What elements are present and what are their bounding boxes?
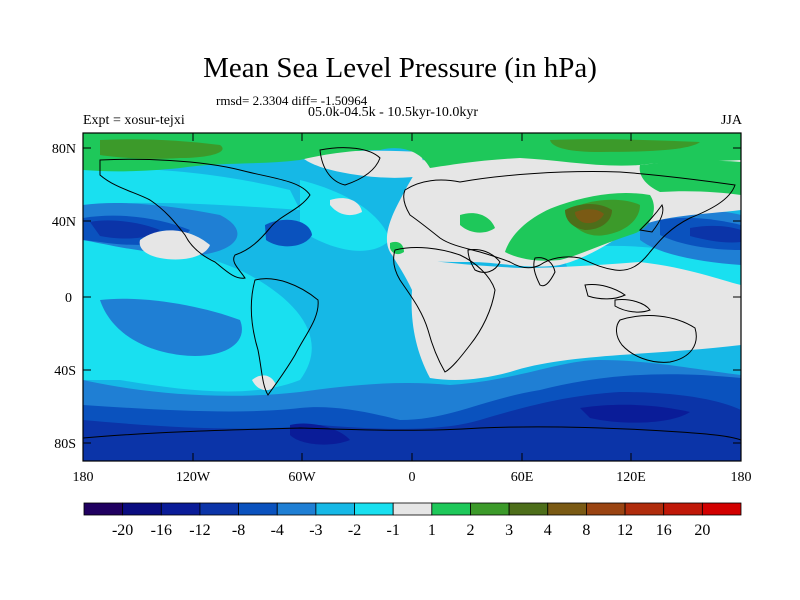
colorbar-swatch bbox=[354, 502, 394, 516]
colorbar-swatch bbox=[701, 502, 742, 516]
colorbar-label: 2 bbox=[466, 522, 474, 539]
colorbar-swatch bbox=[83, 502, 124, 516]
colorbar-swatch bbox=[238, 502, 278, 516]
axis-ticks bbox=[83, 133, 741, 461]
lat-label: 0 bbox=[65, 291, 72, 306]
colorbar-label: 16 bbox=[656, 522, 672, 539]
colorbar-label: -4 bbox=[271, 522, 284, 539]
colorbar-swatch bbox=[586, 502, 626, 516]
colorbar-labels: -20 -16 -12 -8 -4 -3 -2 -1 1 2 3 4 8 12 16 20 bbox=[112, 522, 710, 539]
colorbar-swatch bbox=[470, 502, 510, 516]
colorbar-swatch bbox=[199, 502, 239, 516]
lon-label: 60E bbox=[511, 470, 534, 485]
colorbar-label: 8 bbox=[582, 522, 590, 539]
colorbar-label: -3 bbox=[309, 522, 322, 539]
colorbar-label: 3 bbox=[505, 522, 513, 539]
lon-label: 180 bbox=[731, 470, 752, 485]
experiment-label: Expt = xosur-tejxi bbox=[83, 113, 185, 128]
colorbar-label: -1 bbox=[387, 522, 400, 539]
colorbar-swatch bbox=[392, 502, 433, 516]
lon-label: 180 bbox=[73, 470, 94, 485]
stats-text: rmsd= 2.3304 diff= -1.50964 bbox=[216, 93, 368, 108]
colorbar-label: 20 bbox=[694, 522, 710, 539]
colorbar-label: -16 bbox=[151, 522, 172, 539]
colorbar-swatch bbox=[276, 502, 317, 516]
colorbar-label: -8 bbox=[232, 522, 245, 539]
colorbar-swatch bbox=[160, 502, 201, 516]
coastlines bbox=[83, 147, 741, 441]
colorbar-label: -12 bbox=[189, 522, 210, 539]
colorbar-label: 4 bbox=[544, 522, 552, 539]
lon-labels: 180 120W 60W 0 60E 120E 180 bbox=[73, 470, 752, 485]
lon-label: 60W bbox=[288, 470, 316, 485]
lon-label: 0 bbox=[409, 470, 416, 485]
colorbar-swatch bbox=[431, 502, 471, 516]
colorbar-label: 1 bbox=[428, 522, 436, 539]
lat-label: 40S bbox=[54, 364, 76, 379]
lat-label: 40N bbox=[52, 215, 76, 230]
lon-label: 120E bbox=[616, 470, 646, 485]
colorbar-swatch bbox=[663, 502, 703, 516]
colorbar-label: -2 bbox=[348, 522, 361, 539]
colorbar-label: -20 bbox=[112, 522, 133, 539]
colorbar-swatch bbox=[508, 502, 549, 516]
lon-label: 120W bbox=[176, 470, 211, 485]
colorbar bbox=[83, 502, 742, 516]
season-label: JJA bbox=[720, 113, 742, 128]
lat-labels: 80N 40N 0 40S 80S bbox=[52, 142, 76, 452]
colorbar-swatch bbox=[122, 502, 162, 516]
lat-label: 80S bbox=[54, 437, 76, 452]
colorbar-swatch bbox=[547, 502, 587, 516]
map-title: Mean Sea Level Pressure (in hPa) bbox=[203, 52, 597, 84]
colorbar-swatch bbox=[624, 502, 665, 516]
period-text: 05.0k-04.5k - 10.5kyr-10.0kyr bbox=[308, 105, 479, 120]
colorbar-label: 12 bbox=[617, 522, 633, 539]
colorbar-swatch bbox=[315, 502, 355, 516]
lat-label: 80N bbox=[52, 142, 76, 157]
